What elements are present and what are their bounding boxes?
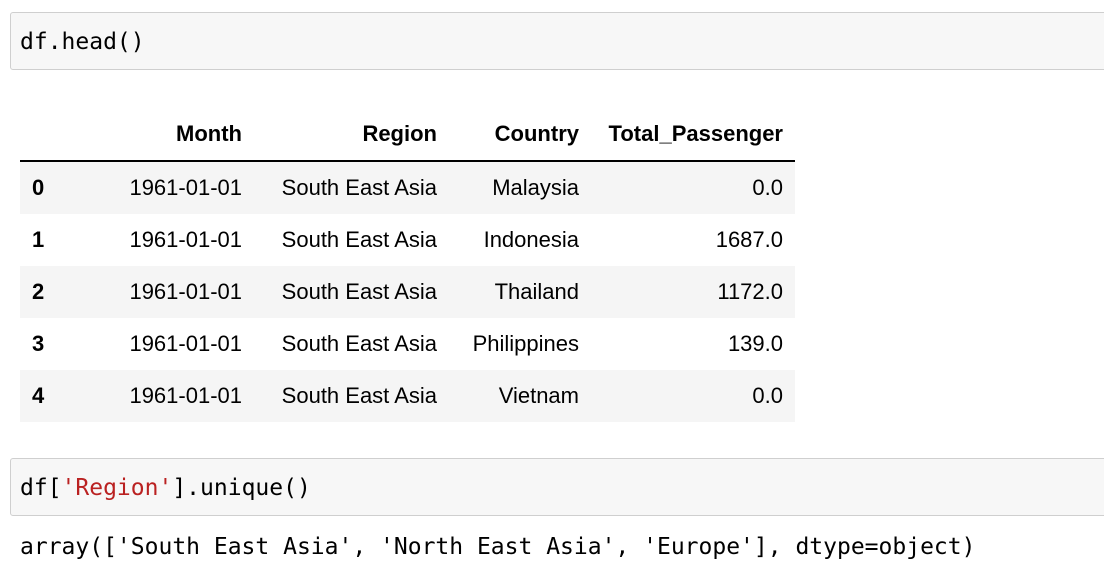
cell-country: Thailand <box>494 279 579 304</box>
code-input-1[interactable]: df.head() <box>20 29 145 55</box>
code-cell-2[interactable]: df['Region'].unique() <box>10 458 1104 516</box>
cell-country: Malaysia <box>492 175 579 200</box>
cell-country: Vietnam <box>498 383 579 408</box>
cell-month: 1961-01-01 <box>129 331 242 356</box>
column-header-region: Region <box>242 108 437 162</box>
cell-month: 1961-01-01 <box>129 279 242 304</box>
code-token-string: 'Region' <box>61 475 173 501</box>
cell-total-passenger: 0.0 <box>752 175 783 200</box>
index-header <box>20 108 71 162</box>
row-index: 1 <box>32 227 45 252</box>
column-header-month: Month <box>71 108 242 162</box>
row-index: 3 <box>32 331 45 356</box>
column-header-total-passenger: Total_Passenger <box>579 108 795 162</box>
cell-country: Philippines <box>472 331 579 356</box>
cell-month: 1961-01-01 <box>129 383 242 408</box>
table-row: 0 1961-01-01 South East Asia Malaysia 0.… <box>20 161 795 214</box>
cell-region: South East Asia <box>281 383 437 408</box>
cell-total-passenger: 0.0 <box>752 383 783 408</box>
table-row: 1 1961-01-01 South East Asia Indonesia 1… <box>20 214 795 266</box>
cell-total-passenger: 1172.0 <box>717 279 783 304</box>
cell-region: South East Asia <box>281 279 437 304</box>
cell-total-passenger: 1687.0 <box>715 227 783 252</box>
table-row: 2 1961-01-01 South East Asia Thailand 11… <box>20 266 795 318</box>
cell-region: South East Asia <box>281 331 437 356</box>
cell-region: South East Asia <box>281 175 437 200</box>
cell-output-text: array(['South East Asia', 'North East As… <box>20 534 976 560</box>
row-index: 4 <box>32 383 45 408</box>
row-index: 0 <box>32 175 45 200</box>
code-token-prefix: df[ <box>20 475 62 501</box>
dataframe-output-table: Month Region Country Total_Passenger 0 1… <box>20 108 795 422</box>
table-header-row: Month Region Country Total_Passenger <box>20 108 795 162</box>
code-input-2[interactable]: df['Region'].unique() <box>20 474 311 502</box>
cell-country: Indonesia <box>483 227 579 252</box>
row-index: 2 <box>32 279 45 304</box>
cell-month: 1961-01-01 <box>129 227 242 252</box>
code-cell-1[interactable]: df.head() <box>10 12 1104 70</box>
column-header-country: Country <box>437 108 579 162</box>
table-row: 3 1961-01-01 South East Asia Philippines… <box>20 318 795 370</box>
cell-region: South East Asia <box>281 227 437 252</box>
code-token-suffix: ].unique() <box>172 475 311 501</box>
table-row: 4 1961-01-01 South East Asia Vietnam 0.0 <box>20 370 795 422</box>
cell-month: 1961-01-01 <box>129 175 242 200</box>
cell-total-passenger: 139.0 <box>727 331 783 356</box>
